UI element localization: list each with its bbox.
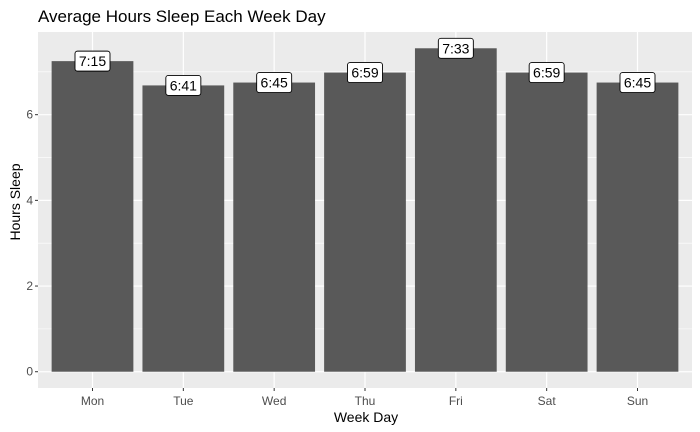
x-tick-label-thu: Thu — [355, 394, 376, 408]
y-axis: 0 2 4 6 — [26, 108, 38, 379]
data-label-sat: 6:59 — [533, 65, 560, 81]
bar-thu — [324, 72, 406, 372]
x-tick-label-sun: Sun — [627, 394, 648, 408]
y-tick-label: 0 — [26, 365, 33, 379]
bars — [51, 48, 679, 372]
y-tick-label: 4 — [26, 193, 33, 207]
data-label-box — [256, 72, 293, 94]
data-label-sun: 6:45 — [624, 75, 651, 91]
x-tick-label-fri: Fri — [449, 394, 463, 408]
y-tick-label: 6 — [26, 108, 33, 122]
bar-mon — [51, 61, 134, 372]
bar-sat — [505, 72, 588, 372]
data-label-tue: 6:41 — [170, 77, 197, 93]
data-label-wed: 6:45 — [261, 75, 288, 91]
bar-fri — [414, 48, 497, 372]
data-label-thu: 6:59 — [351, 65, 378, 81]
data-label-box — [528, 62, 565, 84]
data-label-box — [437, 37, 474, 59]
data-label-mon: 7:15 — [79, 53, 106, 69]
x-tick-label-sat: Sat — [538, 394, 557, 408]
x-axis: Mon Tue Wed Thu Fri Sat Sun — [81, 388, 648, 408]
bar-tue — [142, 85, 225, 372]
data-label-box — [74, 50, 111, 72]
data-label-box — [619, 72, 656, 94]
data-label-box — [165, 74, 202, 96]
x-tick-label-mon: Mon — [81, 394, 104, 408]
y-axis-title: Hours Sleep — [7, 163, 23, 240]
x-tick-label-wed: Wed — [262, 394, 286, 408]
bar-sun — [596, 82, 679, 372]
x-axis-title: Week Day — [334, 409, 398, 425]
y-tick-label: 2 — [26, 279, 33, 293]
chart-title: Average Hours Sleep Each Week Day — [38, 7, 326, 26]
data-label-fri: 7:33 — [442, 40, 469, 56]
bar-wed — [233, 82, 316, 372]
data-label-box — [347, 62, 383, 84]
x-tick-label-tue: Tue — [173, 394, 194, 408]
data-labels: 7:15 6:41 6:45 6:59 7:33 6:59 6:45 — [74, 37, 656, 96]
